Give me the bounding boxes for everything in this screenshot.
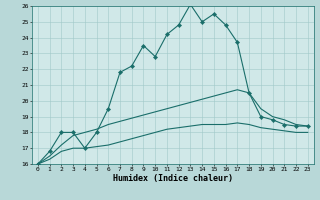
X-axis label: Humidex (Indice chaleur): Humidex (Indice chaleur): [113, 174, 233, 183]
